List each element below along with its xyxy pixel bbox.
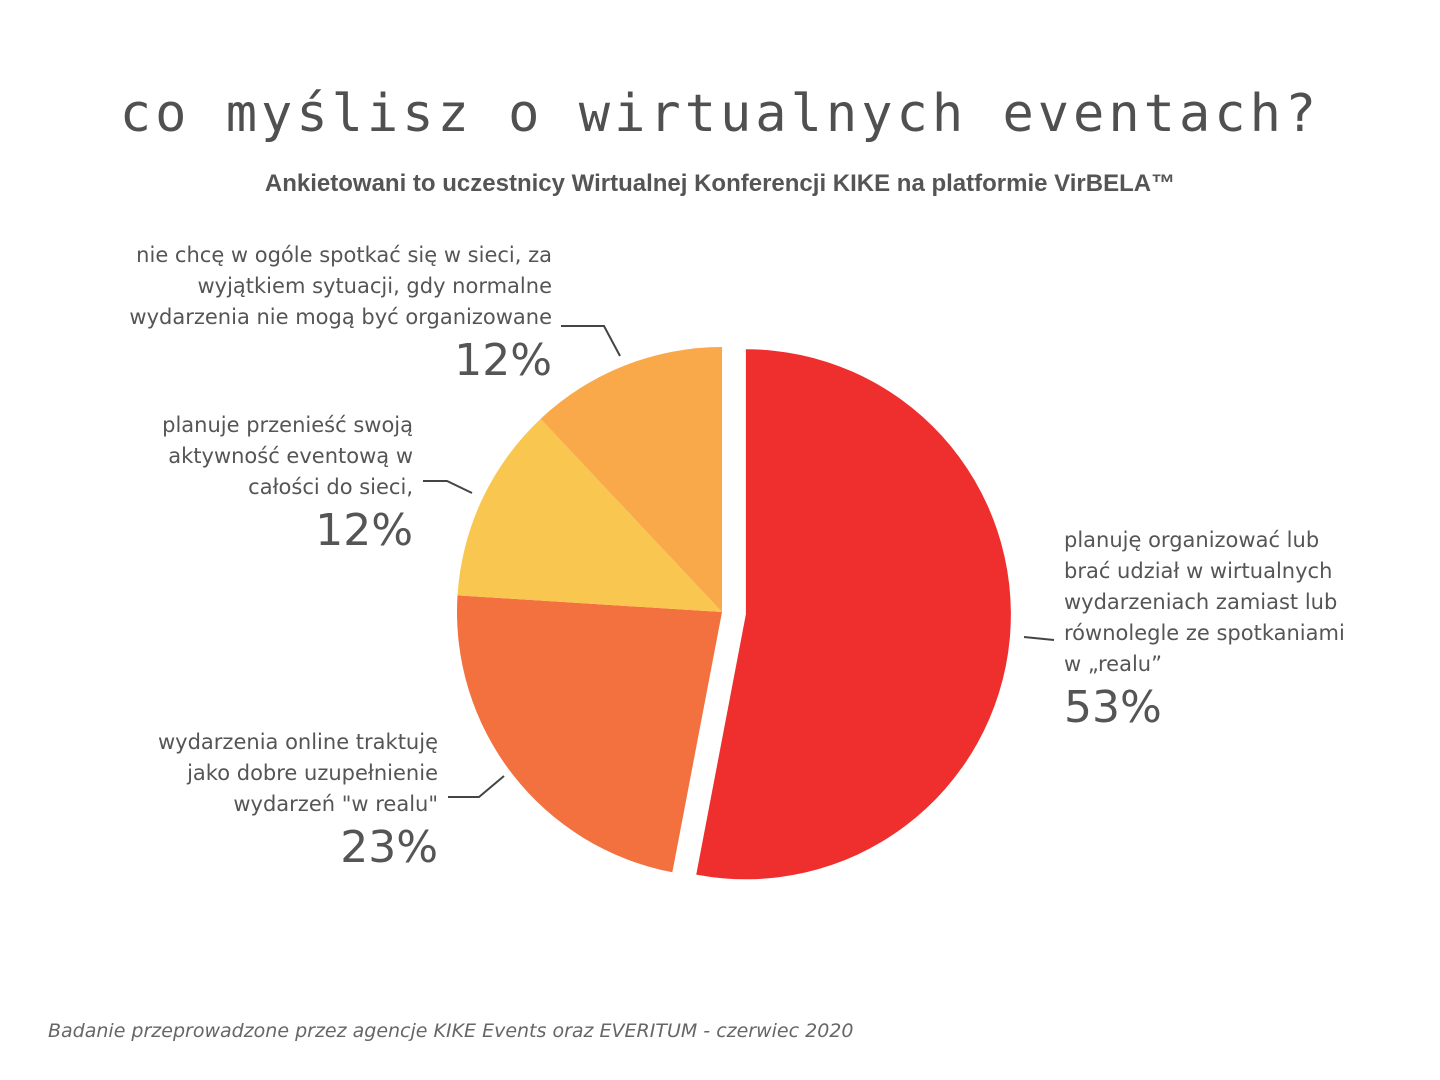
- chart-subtitle: Ankietowani to uczestnicy Wirtualnej Kon…: [264, 170, 1176, 197]
- source-footnote: Badanie przeprowadzone przez agencje KIK…: [48, 1020, 854, 1042]
- pie-slice-0: [696, 349, 1011, 880]
- slice-label-1: wydarzenia online traktuję jako dobre uz…: [135, 727, 438, 874]
- slice-label-text: planuję organizować lub brać udział w wi…: [1064, 528, 1345, 676]
- slice-label-percent: 12%: [315, 505, 413, 556]
- pie-slice-1: [457, 595, 722, 873]
- leader-line-0: [1023, 636, 1055, 641]
- slice-label-0: planuję organizować lub brać udział w wi…: [1064, 525, 1364, 734]
- leader-line-1: [448, 775, 505, 798]
- slice-label-3: nie chcę w ogóle spotkać się w sieci, za…: [110, 240, 552, 387]
- pie-slice-2: [457, 418, 722, 612]
- slice-label-text: planuje przenieść swoją aktywność evento…: [162, 413, 413, 499]
- slice-label-text: wydarzenia online traktuję jako dobre uz…: [158, 730, 438, 816]
- pie-slice-3: [540, 347, 722, 612]
- chart-title: co myślisz o wirtualnych eventach?: [119, 84, 1321, 144]
- slice-label-2: planuje przenieść swoją aktywność evento…: [130, 410, 413, 557]
- slice-label-text: nie chcę w ogóle spotkać się w sieci, za…: [129, 243, 552, 329]
- slice-label-percent: 12%: [454, 335, 552, 386]
- leader-line-3: [561, 325, 621, 357]
- slice-label-percent: 23%: [340, 822, 438, 873]
- leader-line-2: [423, 480, 473, 494]
- slice-label-percent: 53%: [1064, 682, 1162, 733]
